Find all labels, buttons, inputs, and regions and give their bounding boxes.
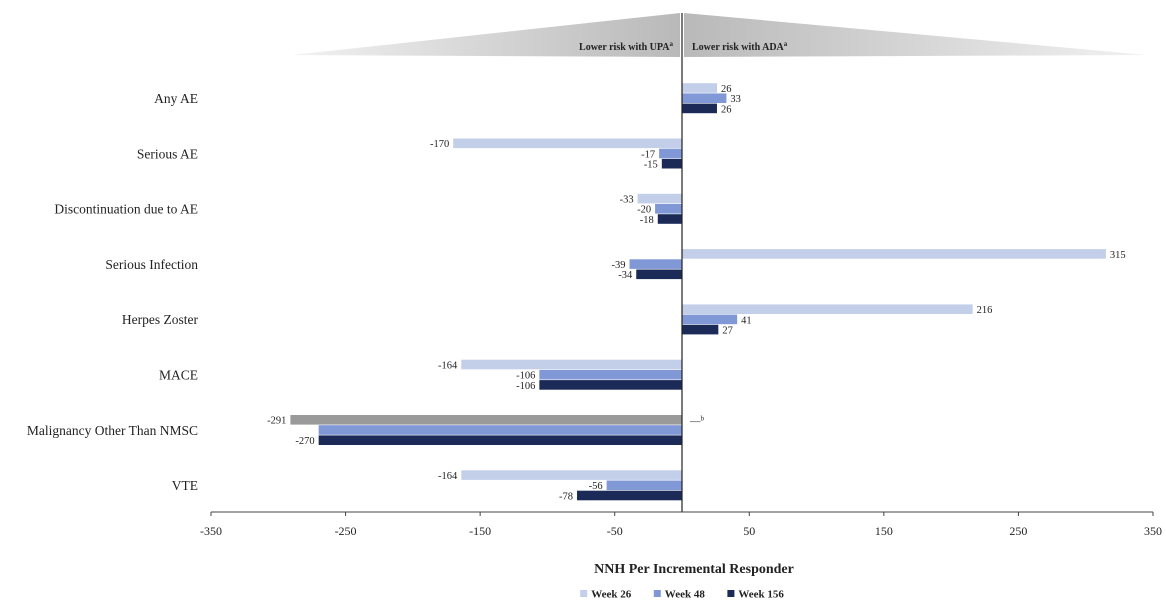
- category-label-vte: VTE: [172, 478, 198, 493]
- data-label-any-ae-week-26: 26: [721, 84, 732, 95]
- data-label-serious-ae-week-26: -170: [430, 139, 449, 150]
- bars: [290, 83, 1106, 501]
- risk-wedge-right: [684, 13, 1147, 57]
- bar-serious-ae-week-156: [661, 158, 682, 169]
- risk-label-right: Lower risk with ADAa: [692, 40, 788, 53]
- data-label-discontinuation-due-to-ae-week-156: -18: [640, 215, 654, 226]
- data-label-mace-week-26: -164: [438, 360, 458, 371]
- bar-serious-infection-week-48: [629, 259, 682, 269]
- category-label-herpes-zoster: Herpes Zoster: [122, 312, 199, 327]
- x-tick-label--250: -250: [335, 524, 357, 538]
- category-label-malignancy-other-than-nmsc: Malignancy Other Than NMSC: [27, 423, 198, 438]
- bar-vte-week-156: [577, 490, 682, 501]
- bar-serious-infection-week-26: [682, 249, 1106, 259]
- data-label-malignancy-other-than-nmsc-week-156: -270: [295, 436, 314, 447]
- bar-any-ae-week-48: [682, 93, 727, 103]
- legend-label-week-26: Week 26: [591, 589, 632, 601]
- category-label-discontinuation-due-to-ae: Discontinuation due to AE: [54, 202, 198, 217]
- data-label-discontinuation-due-to-ae-week-26: -33: [620, 195, 634, 206]
- data-label-discontinuation-due-to-ae-week-48: -20: [637, 205, 651, 216]
- bar-any-ae-week-156: [682, 103, 717, 114]
- data-label-mace-week-48: -106: [516, 371, 535, 382]
- x-tick-label--150: -150: [469, 524, 491, 538]
- risk-label-left: Lower risk with UPAa: [579, 40, 673, 53]
- data-label-serious-ae-week-156: -15: [644, 160, 658, 171]
- bar-herpes-zoster-week-48: [682, 314, 738, 325]
- x-tick-label-250: 250: [1009, 524, 1027, 538]
- bar-mace-week-48: [539, 369, 682, 380]
- legend: Week 26 Week 48 Week 156: [580, 589, 784, 601]
- bar-discontinuation-due-to-ae-week-156: [657, 214, 682, 224]
- data-label-mace-week-156: -106: [516, 381, 535, 392]
- category-label-any-ae: Any AE: [154, 91, 198, 106]
- bar-vte-week-26: [461, 470, 682, 480]
- bar-vte-week-48: [606, 480, 682, 491]
- data-label-serious-infection-week-26: 315: [1110, 250, 1126, 261]
- bar-discontinuation-due-to-ae-week-26: [637, 193, 682, 204]
- x-tick-label--50: -50: [607, 524, 623, 538]
- bar-herpes-zoster-week-26: [682, 304, 973, 314]
- bar-serious-ae-week-48: [659, 148, 682, 159]
- x-tick-label-150: 150: [875, 524, 893, 538]
- data-label-vte-week-48: -56: [589, 481, 603, 492]
- data-label-herpes-zoster-week-156: 27: [722, 326, 733, 337]
- risk-wedge-left: [291, 13, 680, 57]
- annotation-0: —b: [689, 414, 705, 427]
- data-label-malignancy-other-than-nmsc-week-26: -291: [267, 416, 286, 427]
- x-axis-title: NNH Per Incremental Responder: [594, 562, 794, 577]
- bar-malignancy-other-than-nmsc-week-48: [318, 425, 682, 435]
- risk-direction-banner: Lower risk with UPAa Lower risk with ADAa: [291, 13, 1147, 57]
- data-label-herpes-zoster-week-48: 41: [741, 315, 752, 326]
- x-tick-label-50: 50: [743, 524, 755, 538]
- data-label-any-ae-week-156: 26: [721, 104, 732, 115]
- bar-serious-infection-week-156: [636, 269, 682, 280]
- legend-label-week-156: Week 156: [738, 589, 784, 601]
- bar-mace-week-26: [461, 359, 682, 370]
- legend-swatch-week-26: [580, 590, 588, 597]
- data-label-vte-week-26: -164: [438, 471, 458, 482]
- category-label-serious-ae: Serious AE: [137, 146, 198, 161]
- category-label-mace: MACE: [159, 368, 198, 383]
- legend-label-week-48: Week 48: [665, 589, 706, 601]
- data-label-serious-infection-week-156: -34: [618, 270, 633, 281]
- data-label-vte-week-156: -78: [559, 491, 573, 502]
- category-label-serious-infection: Serious Infection: [105, 257, 198, 272]
- bar-malignancy-other-than-nmsc-week-26: [290, 415, 682, 425]
- legend-swatch-week-156: [727, 590, 735, 597]
- x-axis: -350 -250 -150 -50 50 150 250 350: [200, 13, 1162, 538]
- x-tick-label--350: -350: [200, 524, 222, 538]
- bar-mace-week-156: [539, 380, 682, 390]
- x-tick-label-350: 350: [1144, 524, 1162, 538]
- bar-serious-ae-week-26: [453, 138, 682, 149]
- bar-herpes-zoster-week-156: [682, 324, 719, 335]
- data-label-serious-infection-week-48: -39: [612, 260, 626, 271]
- legend-swatch-week-48: [653, 590, 661, 597]
- data-label-any-ae-week-48: 33: [730, 94, 741, 105]
- data-label-herpes-zoster-week-26: 216: [977, 305, 993, 316]
- bar-discontinuation-due-to-ae-week-48: [655, 204, 682, 214]
- bar-any-ae-week-26: [682, 83, 717, 93]
- data-label-serious-ae-week-48: -17: [641, 149, 655, 160]
- bar-malignancy-other-than-nmsc-week-156: [318, 435, 682, 445]
